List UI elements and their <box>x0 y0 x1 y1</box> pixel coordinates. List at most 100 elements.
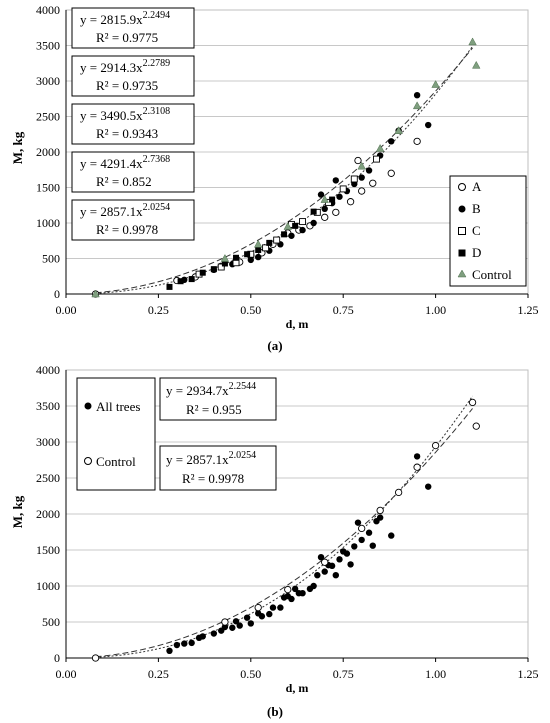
data-point-b <box>388 138 395 145</box>
legend-marker-filled-circle <box>84 402 92 410</box>
data-point-all-trees <box>425 483 432 490</box>
data-point-all-trees <box>314 572 321 579</box>
panel-b-data-points <box>91 398 480 662</box>
data-point-d <box>188 276 195 283</box>
data-point-all-trees <box>351 543 358 550</box>
y-tick-label: 2000 <box>36 507 60 521</box>
y-tick-label: 500 <box>42 252 60 266</box>
data-point-d <box>210 266 217 273</box>
data-point-control <box>472 422 480 430</box>
equation-text: y = 2857.1x <box>80 204 143 219</box>
y-tick-label: 0 <box>54 651 60 665</box>
data-point-all-trees <box>258 613 266 620</box>
data-point-all-trees <box>291 585 299 593</box>
x-tick-label: 1.25 <box>518 667 539 681</box>
r-squared-text: R² = 0.9343 <box>96 126 158 141</box>
y-tick-label: 3500 <box>36 39 60 53</box>
svg-text:y = 3490.5x2.3108: y = 3490.5x2.3108 <box>80 106 170 123</box>
data-point-b <box>310 219 317 227</box>
x-tick-label: 0.25 <box>148 303 169 317</box>
data-point-control <box>284 585 292 594</box>
y-tick-label: 2500 <box>36 471 60 485</box>
panel-b-trendlines <box>95 395 473 658</box>
legend-label-control: Control <box>472 267 512 282</box>
legend-label-d: D <box>472 245 481 260</box>
data-point-all-trees <box>310 582 317 590</box>
data-point-b <box>365 167 373 174</box>
data-point-all-trees <box>299 590 306 597</box>
panel-a-equation-box-3: y = 3490.5x2.3108 R² = 0.9343 <box>71 103 195 145</box>
data-point-all-trees <box>347 561 354 568</box>
svg-text:y = 2857.1x2.0254: y = 2857.1x2.0254 <box>166 450 256 467</box>
data-point-b <box>321 205 328 212</box>
data-point-control <box>254 603 262 612</box>
data-point-d <box>292 222 299 229</box>
x-tick-label: 0.00 <box>56 303 77 317</box>
data-point-control <box>358 524 366 533</box>
data-point-control <box>413 463 421 471</box>
x-tick-label: 0.75 <box>333 667 354 681</box>
equation-exponent: 2.0254 <box>229 450 257 461</box>
panel-b-x-tick-labels: 0.00 0.25 0.50 0.75 1.00 1.25 <box>56 658 539 681</box>
equation-exponent: 2.2544 <box>229 381 257 392</box>
svg-text:y = 2934.7x2.2544: y = 2934.7x2.2544 <box>166 381 256 398</box>
svg-text:y = 2857.1x2.0254: y = 2857.1x2.0254 <box>80 202 170 219</box>
data-point-all-trees <box>369 542 376 549</box>
data-point-b <box>299 226 306 234</box>
data-point-all-trees <box>317 554 325 561</box>
data-point-a <box>346 198 355 206</box>
equation-text: y = 2815.9x <box>80 12 143 27</box>
data-point-a <box>369 179 377 187</box>
panel-a-equation-box-2: y = 2914.3x2.2789 R² = 0.9735 <box>71 55 195 97</box>
x-tick-label: 0.00 <box>56 667 77 681</box>
y-tick-label: 3500 <box>36 399 60 413</box>
data-point-control <box>220 253 230 262</box>
data-point-c <box>373 155 380 163</box>
data-point-all-trees <box>269 604 277 611</box>
y-tick-label: 1000 <box>36 216 60 230</box>
data-point-control <box>375 143 385 152</box>
panel-a-legend: A B C D Control <box>449 175 527 287</box>
panel-b-chart: 0 500 1000 1500 2000 2500 3000 3500 4000 0.00 0.2… <box>10 363 539 719</box>
data-point-control <box>376 506 384 515</box>
data-point-control <box>321 558 329 566</box>
panel-b-x-axis-label: d, m <box>286 681 309 695</box>
y-tick-label: 1000 <box>36 579 60 593</box>
data-point-a <box>358 187 366 195</box>
data-point-all-trees <box>413 453 421 460</box>
r-squared-text: R² = 0.852 <box>96 174 152 189</box>
data-point-d <box>166 283 173 290</box>
data-point-control <box>320 195 329 203</box>
panel-a-x-axis-label: d, m <box>286 317 309 331</box>
data-point-d <box>199 269 206 276</box>
data-point-a <box>354 156 362 165</box>
panel-a-equation-box-4: y = 4291.4x2.7368 R² = 0.852 <box>71 151 195 193</box>
data-point-a <box>387 169 395 177</box>
panel-a-chart: 0 500 1000 1500 2000 2500 3000 3500 4000 0.00 0.2… <box>10 3 539 353</box>
data-point-control <box>468 37 477 46</box>
data-point-all-trees <box>210 630 218 637</box>
y-tick-label: 500 <box>42 615 60 629</box>
data-point-control <box>91 654 100 662</box>
data-point-all-trees <box>232 618 240 625</box>
data-point-all-trees <box>166 647 173 654</box>
data-point-d <box>329 196 336 203</box>
panel-b-y-axis-label: M, kg <box>10 495 25 528</box>
trendline-dashed <box>95 408 473 658</box>
data-point-all-trees <box>328 562 336 570</box>
equation-exponent: 2.2494 <box>143 10 171 21</box>
data-point-all-trees <box>188 639 195 647</box>
equation-text: y = 2934.7x <box>166 383 229 398</box>
data-point-all-trees <box>365 529 373 536</box>
data-point-b <box>425 121 432 129</box>
data-point-control <box>468 398 477 407</box>
data-point-d <box>255 246 262 253</box>
trendline-dashed <box>95 47 473 294</box>
data-point-all-trees <box>321 568 328 575</box>
data-point-a <box>321 213 329 221</box>
svg-text:y = 2815.9x2.2494: y = 2815.9x2.2494 <box>80 10 170 27</box>
legend-marker-filled-square <box>458 249 466 257</box>
legend-marker-filled-circle <box>458 205 466 213</box>
data-point-d <box>177 278 184 285</box>
